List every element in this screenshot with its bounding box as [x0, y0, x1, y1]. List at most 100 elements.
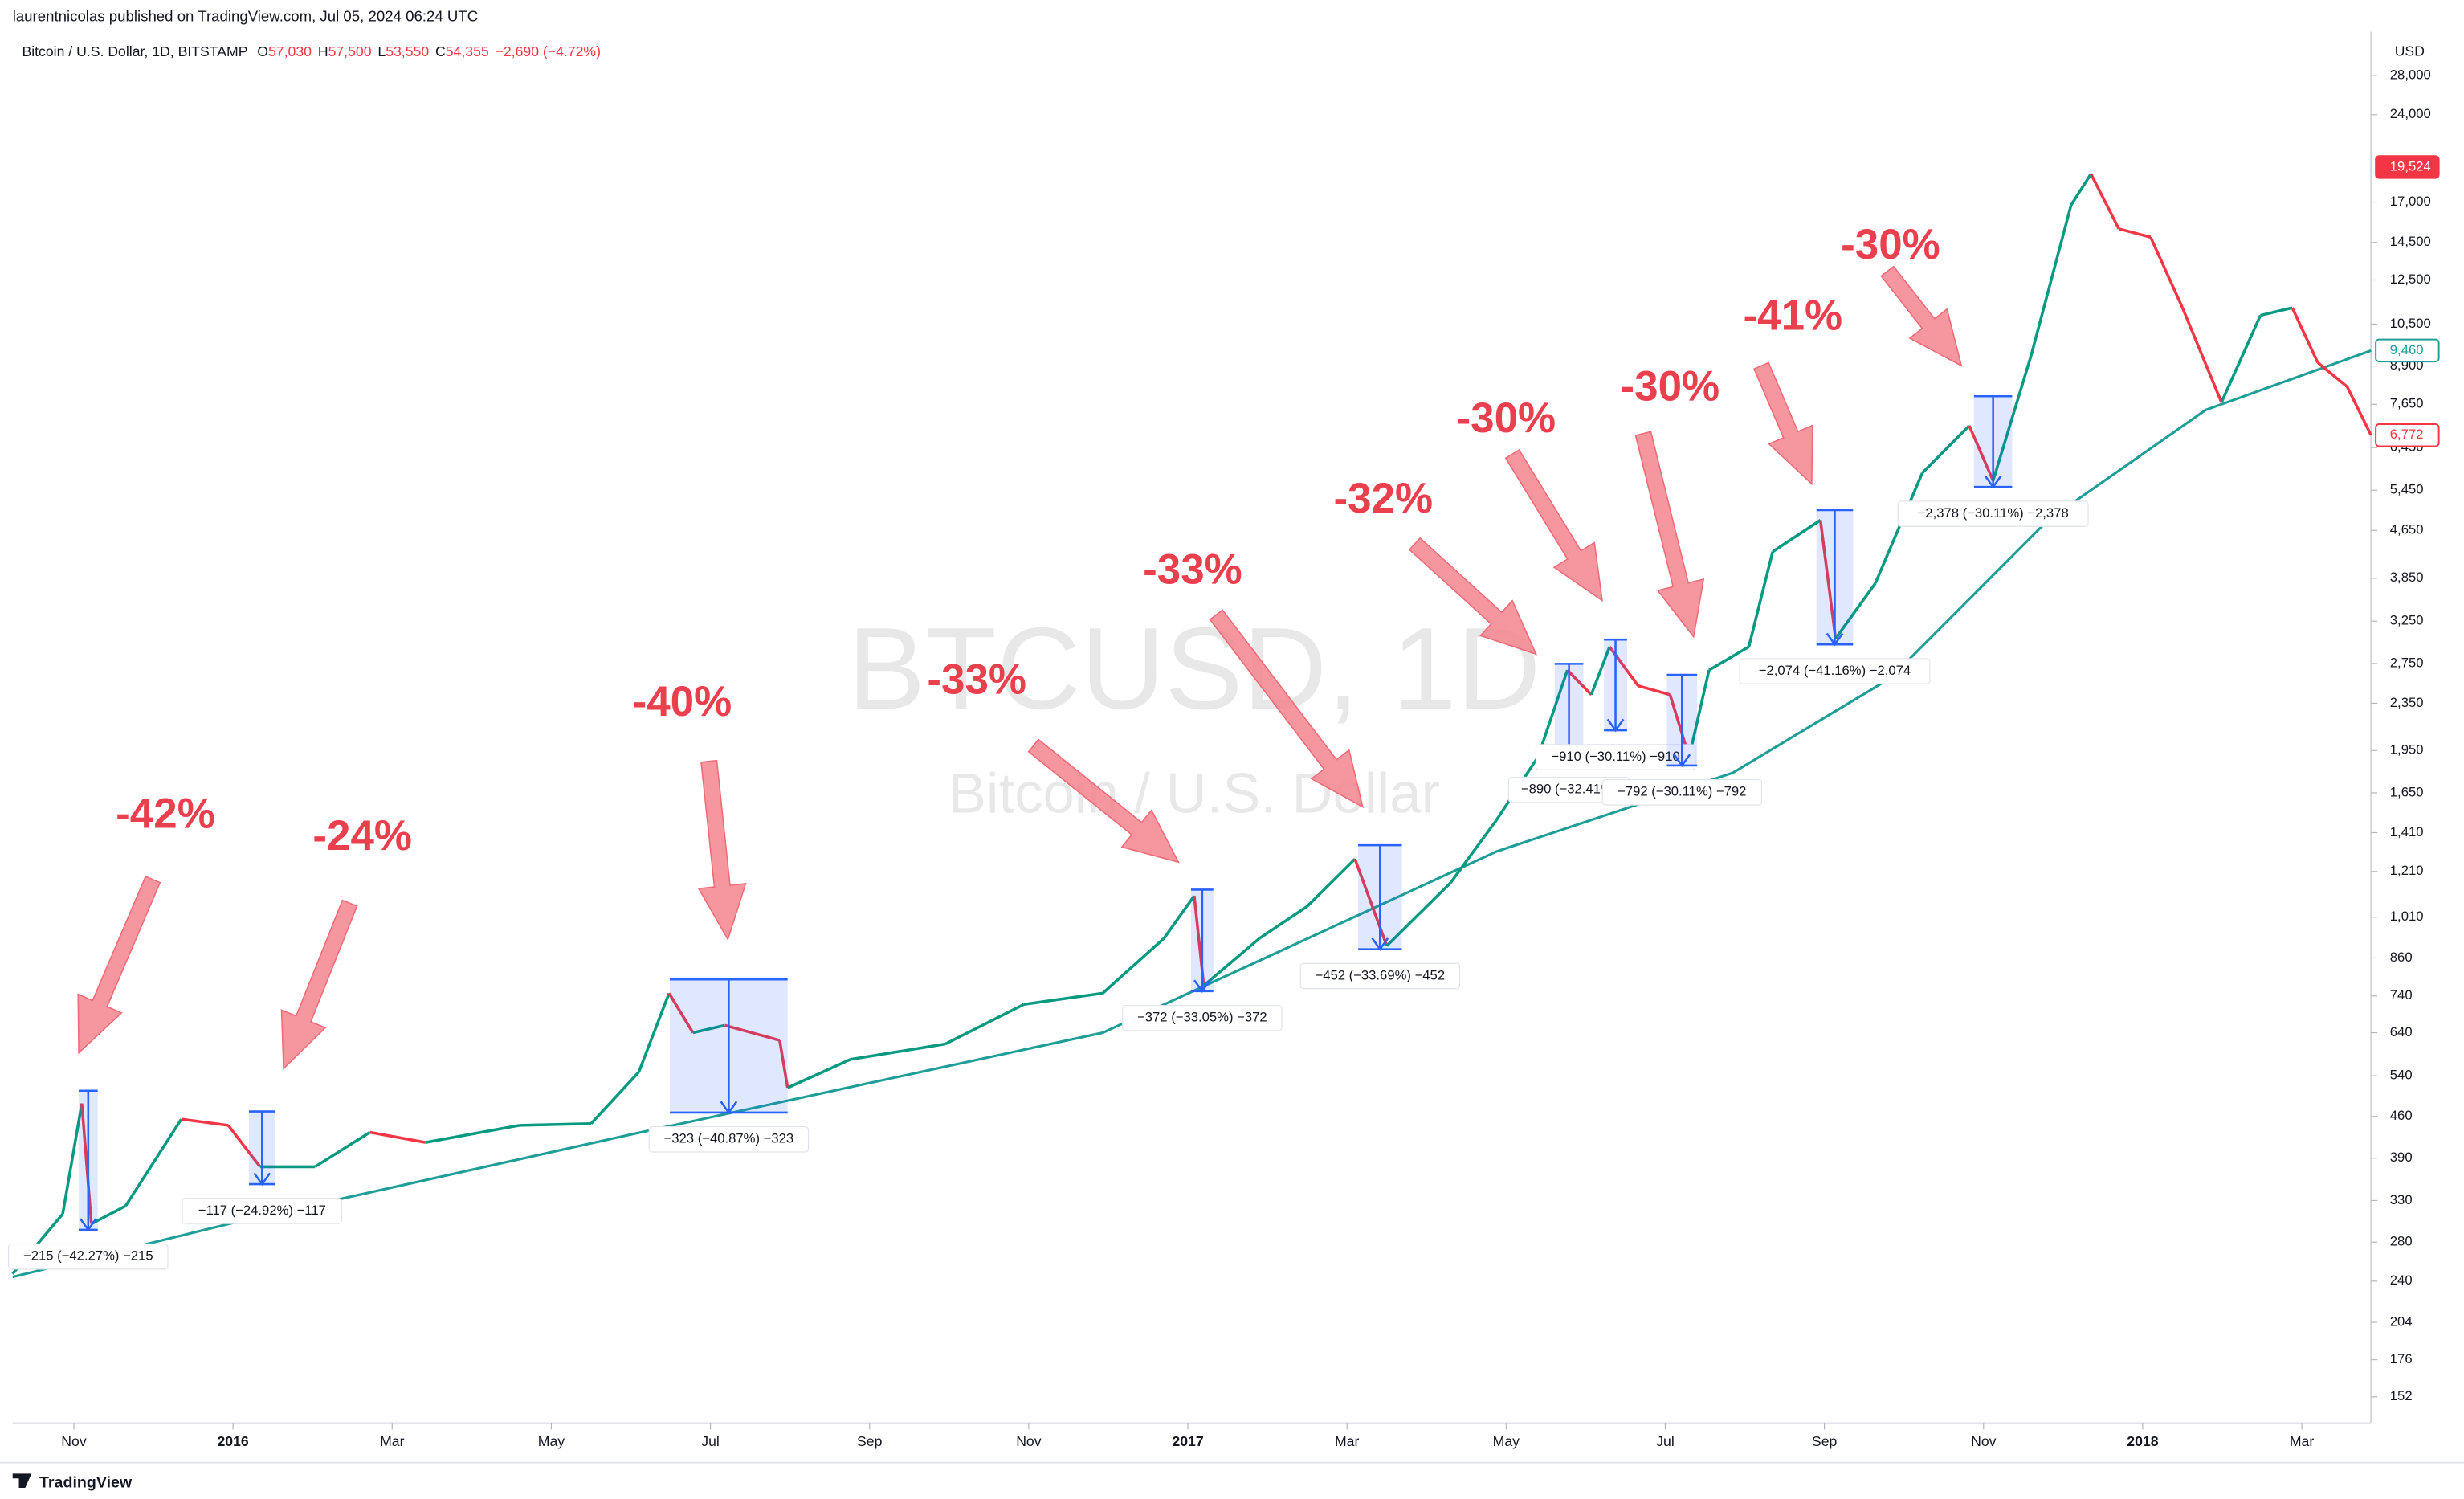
x-tick-label: Sep: [1812, 1433, 1838, 1449]
price-segment: [1874, 472, 1924, 584]
price-segment: [519, 1121, 592, 1127]
callout-label: -42%: [116, 790, 215, 837]
price-segment: [1991, 354, 2033, 481]
price-segment: [1023, 991, 1103, 1006]
price-segment: [1638, 684, 1671, 696]
callout-arrow: [1504, 448, 1604, 602]
price-segment: [724, 1023, 781, 1042]
price-segment: [786, 1058, 851, 1089]
measure-label: −117 (−24.92%) −117: [198, 1203, 326, 1218]
price-segment: [589, 1071, 640, 1125]
y-tick-label: 390: [2390, 1150, 2413, 1165]
measure-label: −2,074 (−41.16%) −2,074: [1759, 663, 1911, 678]
price-segment: [1921, 424, 1971, 475]
measure-label: −2,378 (−30.11%) −2,378: [1918, 505, 2069, 521]
price-label-box: [2375, 338, 2440, 363]
measure-arrowhead: [1371, 937, 1389, 951]
price-segment: [1385, 881, 1452, 947]
callout-label: -41%: [1744, 292, 1843, 339]
price-segment: [1306, 857, 1356, 908]
price-segment: [226, 1124, 262, 1168]
y-tick-label: 152: [2390, 1388, 2413, 1403]
y-tick-label: 4,650: [2390, 522, 2424, 537]
price-segment: [667, 992, 695, 1034]
measure-label: −452 (−33.69%) −452: [1315, 967, 1445, 982]
price-segment: [778, 1039, 789, 1089]
ohlc-value: 57,500: [328, 43, 372, 59]
y-tick-label: 5,450: [2390, 482, 2424, 497]
brand-name: TradingView: [39, 1473, 133, 1491]
published-line: laurentnicolas published on TradingView.…: [13, 8, 478, 25]
symbol-line: Bitcoin / U.S. Dollar, 1D, BITSTAMP O57,0…: [22, 43, 601, 59]
price-segment: [2345, 386, 2372, 436]
callout-label: -40%: [633, 678, 732, 725]
y-tick-label: 7,650: [2390, 396, 2424, 411]
watermark-name: Bitcoin / U.S. Dollar: [948, 761, 1440, 824]
measure-label: −215 (−42.27%) −215: [23, 1248, 153, 1264]
measure-label: −323 (−40.87%) −323: [664, 1131, 794, 1146]
symbol: Bitcoin / U.S. Dollar, 1D, BITSTAMP: [22, 43, 247, 59]
price-segment: [2030, 204, 2073, 356]
x-tick-label: Jul: [701, 1433, 720, 1449]
price-segment: [369, 1130, 426, 1144]
price-segment: [1687, 669, 1711, 758]
measure-label-bg: [182, 1198, 343, 1224]
ohlc-key: O: [257, 43, 268, 59]
currency-label: USD: [2395, 43, 2425, 59]
price-segment: [2220, 314, 2262, 403]
price-segment: [1834, 582, 1877, 639]
measure-arrowhead: [253, 1172, 271, 1187]
callout-arrow: [697, 759, 747, 941]
y-tick-label: 3,250: [2390, 613, 2424, 628]
ohlc-key: H: [318, 43, 328, 59]
price-segment: [1968, 425, 1995, 482]
price-segment: [1449, 819, 1498, 884]
callout-label: -24%: [312, 812, 412, 860]
x-tick-label: May: [538, 1433, 565, 1449]
y-tick-label: 1,210: [2390, 863, 2424, 878]
price-label: 19,524: [2390, 158, 2431, 174]
callout-arrow: [77, 875, 161, 1055]
price-label-box: [2375, 423, 2440, 447]
price-segment: [1708, 645, 1750, 672]
measure-label-bg: [1299, 962, 1461, 990]
brand-logo: TradingView: [12, 1473, 133, 1491]
y-tick-label: 460: [2390, 1108, 2413, 1123]
y-tick-label: 2,350: [2390, 695, 2424, 710]
callout-label: -30%: [1457, 394, 1556, 442]
y-tick-label: 2,750: [2390, 655, 2424, 670]
measure-label-bg: [1122, 1004, 1283, 1031]
measure-label: −890 (−32.41%): [1521, 782, 1617, 797]
price-segment: [2180, 307, 2223, 403]
y-tick-label: 860: [2390, 950, 2413, 965]
y-tick-label: 28,000: [2390, 67, 2431, 83]
measure-arrowhead: [720, 1101, 738, 1115]
measure-label-bg: [648, 1126, 810, 1153]
y-tick-label: 204: [2390, 1313, 2413, 1329]
price-segment: [2089, 173, 2120, 230]
callout-arrow: [1634, 431, 1705, 639]
price-segment: [1162, 895, 1196, 940]
price-segment: [1566, 668, 1593, 696]
x-tick-label: 2017: [1172, 1433, 1203, 1449]
price-segment: [1818, 520, 1838, 639]
measure-label-bg: [1739, 658, 1931, 684]
ohlc-value: 57,030: [268, 43, 312, 59]
price-segment: [850, 1042, 946, 1061]
price-segment: [124, 1118, 183, 1207]
y-tick-label: 280: [2390, 1234, 2413, 1249]
y-tick-label: 14,500: [2390, 234, 2431, 249]
measure-arrowhead: [1193, 979, 1211, 994]
price-segment: [1259, 905, 1308, 940]
price-segment: [1353, 858, 1389, 946]
price-segment: [1772, 519, 1821, 553]
y-tick-label: 640: [2390, 1024, 2413, 1039]
measure-label-bg: [1535, 744, 1696, 770]
callout-arrow: [1753, 361, 1813, 486]
x-tick-label: Jul: [1656, 1433, 1675, 1449]
measure-arrowhead: [1673, 754, 1691, 768]
x-tick-label: Nov: [61, 1433, 87, 1449]
callout-arrow: [1408, 537, 1538, 656]
price-segment: [1202, 937, 1261, 987]
